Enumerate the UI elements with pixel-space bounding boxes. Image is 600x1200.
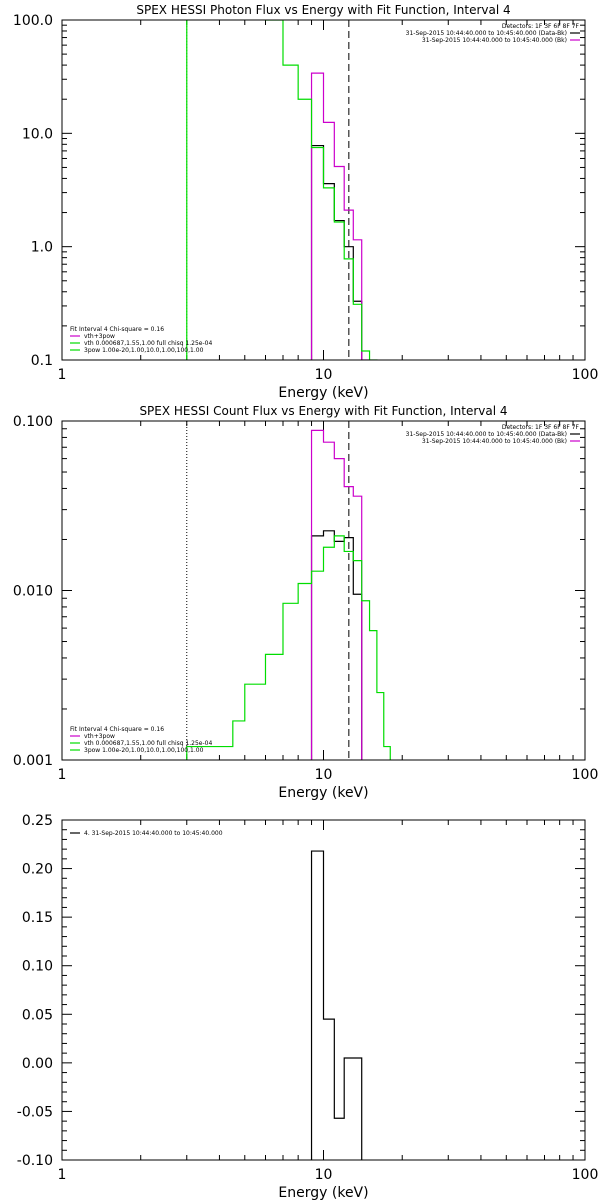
series-line-2 xyxy=(186,535,391,760)
x-tick-label: 100 xyxy=(572,767,599,783)
y-tick-label: 0.00 xyxy=(22,1056,53,1072)
chart-title: SPEX HESSI Count Flux vs Energy with Fit… xyxy=(139,404,507,418)
x-tick-label: 100 xyxy=(572,1167,599,1183)
plot-frame xyxy=(61,420,586,761)
legend-entry-top-right: 31-Sep-2015 10:44:40.000 to 10:45:40.000… xyxy=(406,30,567,37)
y-tick-label: 0.100 xyxy=(13,414,53,430)
legend-entry-top-left: 4. 31-Sep-2015 10:44:40.000 to 10:45:40.… xyxy=(84,830,223,837)
legend-entry-top-right: 31-Sep-2015 10:44:40.000 to 10:45:40.000… xyxy=(406,431,567,438)
y-tick-label: -0.05 xyxy=(17,1104,53,1120)
y-tick-label: 0.05 xyxy=(22,1007,53,1023)
legend-entry-top-right: Detectors: 1F 3F 6F 8F 7F xyxy=(502,23,580,30)
plot-frame xyxy=(61,19,586,361)
series-group xyxy=(186,429,391,760)
y-tick-label: 0.20 xyxy=(22,862,53,878)
legend-entry-bottom-left: vth 0.000687,1.55,1.00 full chisq 1.25e-… xyxy=(84,340,212,347)
x-axis-label: Energy (keV) xyxy=(278,785,368,801)
y-tick-label: -0.10 xyxy=(17,1153,53,1169)
legend-entry-bottom-left: 3pow 1.00e-20,1.00,10.0,1.00,100,1.00 xyxy=(84,747,204,754)
chart-title: SPEX HESSI Photon Flux vs Energy with Fi… xyxy=(136,3,510,17)
y-tick-label: 0.1 xyxy=(31,353,53,369)
series-group xyxy=(186,20,378,360)
x-tick-label: 1 xyxy=(58,767,67,783)
series-group xyxy=(310,850,363,1160)
x-tick-label: 1 xyxy=(58,367,67,383)
series-line-2 xyxy=(186,20,378,360)
plot-frame xyxy=(61,819,586,1161)
y-tick-label: 0.010 xyxy=(13,584,53,600)
y-tick-label: 100.0 xyxy=(13,13,53,29)
x-tick-label: 10 xyxy=(315,1167,333,1183)
legend-entry-top-right: Detectors: 1F 3F 6F 8F 7F xyxy=(502,424,580,431)
x-tick-label: 10 xyxy=(315,767,333,783)
x-tick-label: 100 xyxy=(572,367,599,383)
x-tick-label: 1 xyxy=(58,1167,67,1183)
y-tick-label: 0.001 xyxy=(13,753,53,769)
legend-entry-bottom-left: vth+3pow xyxy=(84,333,115,340)
count-flux-panel: SPEX HESSI Count Flux vs Energy with Fit… xyxy=(13,404,598,801)
legend-entry-bottom-left: vth 0.000687,1.55,1.00 full chisq 1.25e-… xyxy=(84,740,212,747)
series-line-0 xyxy=(310,850,363,1160)
legend-entry-top-right: 31-Sep-2015 10:44:40.000 to 10:45:40.000… xyxy=(422,438,567,445)
legend-entry-top-right: 31-Sep-2015 10:44:40.000 to 10:45:40.000… xyxy=(422,37,567,44)
series-line-1 xyxy=(310,429,363,760)
x-axis-label: Energy (keV) xyxy=(278,1185,368,1200)
y-tick-label: 10.0 xyxy=(22,126,53,142)
x-axis-label: Energy (keV) xyxy=(278,385,368,401)
y-tick-label: 1.0 xyxy=(31,240,53,256)
legend-entry-bottom-left: vth+3pow xyxy=(84,733,115,740)
legend-entry-bottom-left: Fit Interval 4 Chi-square = 0.16 xyxy=(70,726,164,733)
y-tick-label: 0.15 xyxy=(22,910,53,926)
series-line-0 xyxy=(310,530,363,760)
x-tick-label: 10 xyxy=(315,367,333,383)
legend-entry-bottom-left: 3pow 1.00e-20,1.00,10.0,1.00,100,1.00 xyxy=(84,347,204,354)
series-line-1 xyxy=(310,72,371,360)
legend-entry-bottom-left: Fit Interval 4 Chi-square = 0.16 xyxy=(70,326,164,333)
series-line-0 xyxy=(310,144,363,360)
photon-flux-panel: SPEX HESSI Photon Flux vs Energy with Fi… xyxy=(13,3,599,401)
residual-panel: 1 10 100 -0.10 -0.05 0.00 0.05 0.10 0.15 0.20 0.25… xyxy=(17,813,599,1200)
y-tick-label: 0.10 xyxy=(22,959,53,975)
y-tick-label: 0.25 xyxy=(22,813,53,829)
